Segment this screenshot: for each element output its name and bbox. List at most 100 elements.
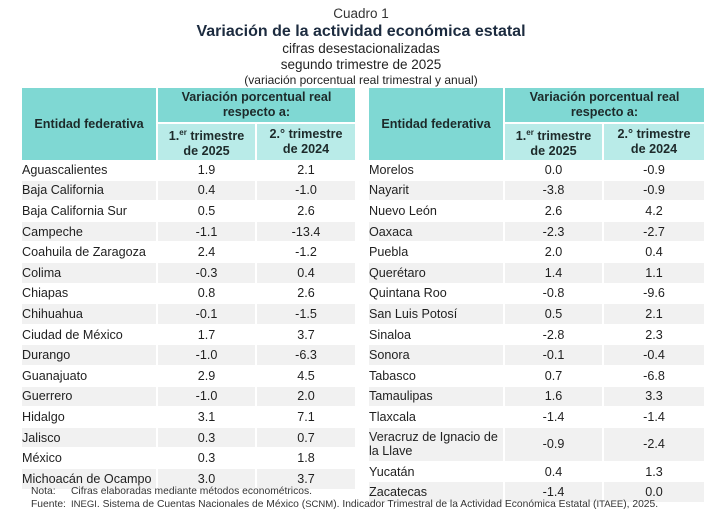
table-row: Quintana Roo -0.8 -9.6: [369, 283, 704, 305]
table-row: Jalisco 0.3 0.7: [22, 427, 355, 449]
value-q2-2024: 1.8: [257, 448, 355, 469]
table-row: Puebla 2.0 0.4: [369, 242, 704, 263]
source-line: Fuente: INEGI. Sistema de Cuentas Naciona…: [31, 499, 658, 512]
value-q2-2024: 3.3: [604, 386, 704, 408]
state-name: Michoacán de Ocampo: [22, 468, 158, 490]
header-group-text: Variación porcentual real respecto a:: [529, 90, 680, 119]
value-q2-2024: 1.1: [604, 262, 704, 284]
source-itaee: ITAEE: [596, 498, 624, 510]
value-q1-2025: 0.5: [505, 304, 604, 325]
table-row: Aguascalientes 1.9 2.1: [22, 160, 355, 181]
header-q2-2024: 2.° trimestre de 2024: [257, 124, 355, 160]
value-q2-2024: 2.6: [257, 284, 355, 305]
state-name: Yucatán: [369, 461, 505, 483]
table-notes: Nota: Cifras elaboradas mediante métodos …: [31, 486, 658, 511]
value-q2-2024: -6.3: [257, 345, 355, 366]
table-row: Colima -0.3 0.4: [22, 262, 355, 284]
value-q1-2025: 3.1: [158, 407, 257, 428]
header-q1-2025: 1.er trimestre de 2025: [505, 124, 604, 160]
value-q1-2025: 0.7: [505, 365, 604, 387]
states-table-left: Entidad federativa Variación porcentual …: [22, 88, 355, 490]
value-q2-2024: -6.8: [604, 366, 704, 387]
value-q2-2024: -1.5: [257, 304, 355, 325]
value-q2-2024: -0.9: [604, 180, 704, 202]
table-row: Nayarit -3.8 -0.9: [369, 180, 704, 202]
caption-title: Variación de la actividad económica esta…: [196, 23, 526, 40]
value-q2-2024: -0.4: [604, 345, 704, 366]
value-q2-2024: 2.6: [257, 201, 355, 222]
header-group: Variación porcentual real respecto a:: [505, 88, 704, 124]
value-q1-2025: -2.3: [505, 221, 604, 243]
state-name: Campeche: [22, 221, 158, 243]
state-name: Durango: [22, 345, 158, 366]
caption-period: segundo trimestre de 2025: [280, 57, 442, 72]
state-name: Baja California Sur: [22, 201, 158, 222]
note-line: Nota: Cifras elaboradas mediante métodos …: [31, 486, 658, 499]
table-row: Coahuila de Zaragoza 2.4 -1.2: [22, 242, 355, 263]
value-q1-2025: 0.8: [158, 283, 257, 305]
table-row: Chiapas 0.8 2.6: [22, 283, 355, 305]
value-q1-2025: -0.3: [158, 262, 257, 284]
value-q2-2024: -1.2: [257, 242, 355, 263]
value-q1-2025: -0.8: [505, 283, 604, 305]
value-q2-2024: 2.1: [257, 160, 355, 181]
value-q1-2025: 0.3: [158, 427, 257, 449]
value-q1-2025: 3.0: [158, 468, 257, 490]
table-row: Guanajuato 2.9 4.5: [22, 365, 355, 387]
table-row: Durango -1.0 -6.3: [22, 345, 355, 366]
state-name: Tamaulipas: [369, 386, 505, 408]
table-row: Guerrero -1.0 2.0: [22, 386, 355, 408]
state-name: Sonora: [369, 345, 505, 366]
state-name: Guanajuato: [22, 365, 158, 387]
header-q1-sup: er: [526, 127, 534, 137]
table-row: Sonora -0.1 -0.4: [369, 345, 704, 366]
state-name: Ciudad de México: [22, 324, 158, 346]
state-name: Nuevo León: [369, 201, 505, 222]
value-q1-2025: -0.1: [158, 304, 257, 325]
header-q1-year: de 2025: [530, 144, 577, 159]
value-q1-2025: -1.0: [158, 386, 257, 408]
value-q2-2024: -1.4: [604, 407, 704, 428]
value-q1-2025: 1.6: [505, 386, 604, 408]
value-q1-2025: -1.4: [505, 407, 604, 428]
table-row: Zacatecas -1.4 0.0: [369, 482, 704, 503]
state-name: Coahuila de Zaragoza: [22, 242, 158, 263]
header-group-text: Variación porcentual real respecto a:: [181, 90, 332, 119]
value-q1-2025: 1.9: [158, 160, 257, 181]
value-q2-2024: -1.0: [257, 180, 355, 202]
state-name: Chiapas: [22, 283, 158, 305]
header-q2-word: 2.° trimestre: [617, 127, 691, 141]
value-q2-2024: -2.4: [604, 427, 704, 462]
value-q1-2025: 0.3: [158, 448, 257, 469]
caption-number: Cuadro 1: [333, 6, 389, 21]
value-q2-2024: -2.7: [604, 221, 704, 243]
value-q1-2025: -3.8: [505, 180, 604, 202]
header-q2-2024: 2.° trimestre de 2024: [604, 124, 704, 160]
table-row: Sinaloa -2.8 2.3: [369, 324, 704, 346]
value-q1-2025: 0.5: [158, 201, 257, 222]
table-row: Morelos 0.0 -0.9: [369, 160, 704, 181]
state-name: Tlaxcala: [369, 407, 505, 428]
source-text-3: ), 2025.: [623, 498, 659, 510]
left-table-body: Aguascalientes 1.9 2.1 Baja California 0.4 -1…: [22, 160, 355, 490]
header-q1-sup: er: [179, 127, 187, 137]
state-name: Hidalgo: [22, 407, 158, 428]
state-name: Aguascalientes: [22, 160, 158, 181]
value-q1-2025: 1.4: [505, 262, 604, 284]
value-q1-2025: -1.0: [158, 345, 257, 366]
source-text-1: . Sistema de Cuentas Nacionales de Méxic…: [96, 498, 306, 510]
value-q2-2024: 3.7: [257, 325, 355, 346]
value-q2-2024: -0.9: [604, 160, 704, 181]
header-q1-num: 1.: [515, 129, 527, 144]
state-name: San Luis Potosí: [369, 304, 505, 325]
table-row: Baja California 0.4 -1.0: [22, 180, 355, 202]
value-q2-2024: 0.0: [604, 482, 704, 503]
value-q1-2025: -2.8: [505, 324, 604, 346]
table-row: Chihuahua -0.1 -1.5: [22, 304, 355, 325]
value-q1-2025: 1.7: [158, 324, 257, 346]
value-q1-2025: 2.0: [505, 242, 604, 263]
value-q2-2024: 2.1: [604, 304, 704, 325]
value-q1-2025: 2.9: [158, 365, 257, 387]
value-q1-2025: -1.1: [158, 221, 257, 243]
value-q1-2025: 0.4: [158, 180, 257, 202]
